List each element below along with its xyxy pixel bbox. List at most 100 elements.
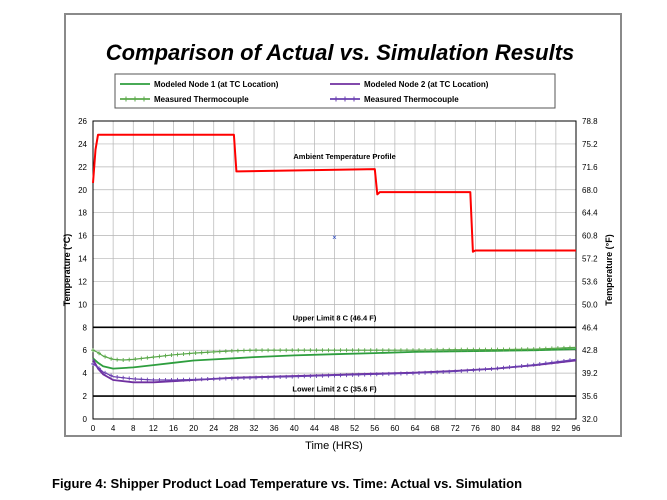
data-point [344, 373, 349, 378]
data-point [392, 371, 397, 376]
series-line [92, 133, 576, 253]
data-point [139, 377, 144, 382]
data-point [483, 347, 488, 352]
data-point [97, 366, 102, 371]
data-point [247, 348, 252, 353]
data-point [308, 348, 313, 353]
x-tick-label: 80 [491, 424, 500, 433]
y-tick-label-right: 35.6 [582, 392, 598, 401]
y-tick-label-left: 8 [83, 323, 88, 332]
figure-caption: Figure 4: Shipper Product Load Temperatu… [52, 476, 523, 491]
data-point [187, 351, 192, 356]
data-point [278, 348, 283, 353]
data-point [338, 348, 343, 353]
data-point [133, 357, 138, 362]
y-tick-label-left: 16 [78, 232, 87, 241]
data-point [260, 348, 265, 353]
annotation-label: Lower Limit 2 C (35.6 F) [292, 384, 377, 393]
y-tick-label-left: 20 [78, 186, 87, 195]
data-point [235, 376, 240, 381]
data-point [260, 375, 265, 380]
legend-marker [333, 96, 339, 102]
data-point [169, 353, 174, 358]
x-tick-label: 52 [350, 424, 359, 433]
data-point [386, 348, 391, 353]
data-point [229, 376, 234, 381]
data-point [555, 359, 560, 364]
y-tick-label-right: 60.8 [582, 232, 598, 241]
data-point [471, 347, 476, 352]
data-point [350, 372, 355, 377]
legend-marker [342, 96, 348, 102]
legend-marker [141, 96, 147, 102]
data-point [272, 375, 277, 380]
data-point [223, 349, 228, 354]
x-tick-label: 96 [572, 424, 581, 433]
series-group [91, 133, 577, 384]
data-point [567, 358, 572, 363]
y-tick-label-right: 64.4 [582, 209, 598, 218]
data-point [543, 361, 548, 366]
x-tick-label: 36 [270, 424, 279, 433]
data-point [241, 348, 246, 353]
data-point [398, 348, 403, 353]
data-point [417, 370, 422, 375]
data-point [380, 348, 385, 353]
x-tick-label: 8 [131, 424, 136, 433]
y-tick-label-left: 24 [78, 140, 87, 149]
data-point [187, 377, 192, 382]
data-point [157, 378, 162, 383]
legend-marker [351, 96, 357, 102]
y-tick-label-right: 57.2 [582, 255, 598, 264]
data-point [549, 346, 554, 351]
data-point [423, 348, 428, 353]
data-point [398, 371, 403, 376]
data-point [561, 358, 566, 363]
y-tick-label-left: 12 [78, 277, 87, 286]
data-point [531, 362, 536, 367]
data-point [175, 377, 180, 382]
data-point [163, 353, 168, 358]
y-tick-label-right: 78.8 [582, 117, 598, 126]
data-point [326, 373, 331, 378]
x-axis-label: Time (HRS) [305, 440, 363, 452]
data-point [525, 363, 530, 368]
y-tick-label-right: 50.0 [582, 300, 598, 309]
data-point [133, 376, 138, 381]
data-point [326, 348, 331, 353]
data-point [91, 348, 95, 353]
y-tick-label-left: 14 [78, 255, 87, 264]
data-point [308, 374, 313, 379]
x-tick-label: 0 [91, 424, 96, 433]
data-point [163, 378, 168, 383]
data-point [356, 348, 361, 353]
legend: Modeled Node 1 (at TC Location) Modeled N… [114, 73, 556, 109]
data-point [495, 366, 500, 371]
data-point [483, 367, 488, 372]
data-point [447, 347, 452, 352]
data-point [127, 357, 132, 362]
data-point [296, 348, 301, 353]
y-tick-label-left: 4 [83, 369, 88, 378]
data-point [519, 347, 524, 352]
data-point [254, 375, 259, 380]
data-point [211, 376, 216, 381]
data-point [368, 348, 373, 353]
data-point [145, 377, 150, 382]
data-point [435, 370, 440, 375]
y-tick-label-left: 2 [83, 392, 88, 401]
data-point [374, 372, 379, 377]
data-point [296, 374, 301, 379]
y-tick-label-left: 0 [83, 415, 88, 424]
data-point [103, 370, 108, 375]
data-point [199, 377, 204, 382]
data-point [145, 355, 150, 360]
data-point [332, 348, 337, 353]
data-point [453, 369, 458, 374]
data-point [109, 356, 114, 361]
data-point [338, 373, 343, 378]
data-point [423, 370, 428, 375]
data-point [555, 346, 560, 351]
x-tick-label: 32 [250, 424, 259, 433]
data-point [223, 376, 228, 381]
